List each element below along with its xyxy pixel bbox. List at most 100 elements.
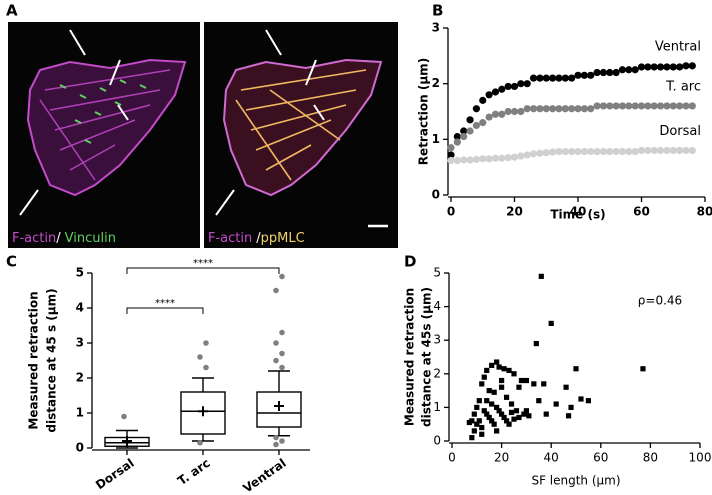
data-point xyxy=(523,80,531,88)
outlier xyxy=(279,350,285,357)
data-point xyxy=(568,147,576,156)
data-point xyxy=(542,105,550,113)
data-point xyxy=(521,411,527,417)
data-point xyxy=(504,154,512,162)
data-point xyxy=(536,105,544,113)
arrows xyxy=(215,29,325,216)
data-point xyxy=(599,102,608,110)
data-point xyxy=(580,105,588,113)
data-point xyxy=(508,409,515,416)
data-point xyxy=(489,362,495,368)
stress-fibers xyxy=(39,69,171,181)
data-point xyxy=(517,152,525,160)
x-tick-label: 0 xyxy=(448,451,456,465)
data-point xyxy=(574,71,582,79)
data-point xyxy=(496,408,502,414)
data-point xyxy=(517,80,525,88)
y-axis-label: distance at 45 s (µm) xyxy=(45,288,59,432)
cell-outline xyxy=(26,58,187,197)
data-point xyxy=(555,74,563,82)
data-point xyxy=(506,367,512,374)
data-point xyxy=(494,428,500,434)
data-point xyxy=(466,419,472,426)
data-point xyxy=(471,411,477,417)
data-point xyxy=(511,416,517,422)
data-point xyxy=(606,68,614,77)
data-point xyxy=(491,154,500,162)
data-point xyxy=(516,384,522,390)
cell-right xyxy=(215,29,388,228)
data-point xyxy=(526,413,532,419)
x-tick-label: 40 xyxy=(570,205,587,219)
data-point xyxy=(479,96,487,104)
y-axis-label: Retraction (µm) xyxy=(417,58,431,165)
data-point xyxy=(565,413,572,419)
caption-part: / xyxy=(56,231,61,246)
x-tick-label: 60 xyxy=(593,451,608,465)
data-point xyxy=(471,428,477,434)
y-tick-label: 1 xyxy=(76,406,84,420)
data-point xyxy=(499,384,505,390)
outlier xyxy=(279,273,285,280)
data-point xyxy=(513,408,520,414)
data-point xyxy=(474,404,480,410)
data-point xyxy=(618,147,627,156)
data-point xyxy=(447,151,455,159)
data-point xyxy=(504,107,512,116)
data-point xyxy=(501,414,507,421)
chart-box: C 0 1 2 3 4 5 Measured retraction distance at 45… xyxy=(6,253,310,495)
data-point xyxy=(656,146,665,155)
data-point xyxy=(523,377,529,384)
data-point xyxy=(606,147,614,156)
data-point xyxy=(472,121,480,130)
data-point xyxy=(650,63,658,71)
data-point xyxy=(637,63,646,71)
panel-letter: C xyxy=(6,253,17,271)
data-point xyxy=(481,374,487,380)
chart-line: B 0 1 2 3 0 20 40 60 80 Retraction (µm) Time (s) Ven… xyxy=(417,2,712,222)
data-point xyxy=(494,404,500,410)
data-point xyxy=(479,424,485,431)
data-point xyxy=(460,132,468,141)
caption-part: F-actin xyxy=(208,231,252,246)
data-point xyxy=(479,431,485,437)
y-tick-label: 3 xyxy=(433,333,441,347)
data-point xyxy=(587,105,595,113)
data-point xyxy=(618,102,627,110)
data-point xyxy=(536,398,542,404)
y-tick-label: 2 xyxy=(432,76,440,90)
data-point xyxy=(504,82,512,91)
data-point xyxy=(574,105,582,113)
data-point xyxy=(676,146,684,155)
y-tick-label: 2 xyxy=(76,371,84,385)
data-point xyxy=(542,149,550,157)
data-point xyxy=(650,146,658,155)
data-point xyxy=(472,155,480,163)
data-point xyxy=(587,71,595,79)
data-point xyxy=(555,147,563,156)
outlier xyxy=(273,441,279,448)
data-point xyxy=(561,147,569,156)
outlier xyxy=(197,439,203,446)
y-tick-label: 4 xyxy=(76,301,84,315)
cell-outline xyxy=(222,58,383,197)
image-panel: A F-actin/Vinculin F-actin/ppMLC xyxy=(6,2,398,248)
data-point xyxy=(498,85,506,93)
data-point xyxy=(631,102,639,110)
x-tick-label: 40 xyxy=(544,451,559,465)
data-point xyxy=(484,411,490,417)
y-axis-label: Measured retraction xyxy=(27,291,41,429)
data-point xyxy=(612,147,620,156)
data-point xyxy=(618,66,627,74)
data-point xyxy=(625,102,633,110)
data-point xyxy=(479,119,487,127)
data-point xyxy=(518,377,525,384)
data-point xyxy=(536,74,544,82)
data-point xyxy=(682,146,690,155)
x-tick-label: 0 xyxy=(447,205,455,219)
data-point xyxy=(523,151,531,159)
data-point xyxy=(494,359,500,365)
data-point xyxy=(585,398,591,404)
data-point xyxy=(491,421,497,427)
data-point xyxy=(516,414,522,421)
